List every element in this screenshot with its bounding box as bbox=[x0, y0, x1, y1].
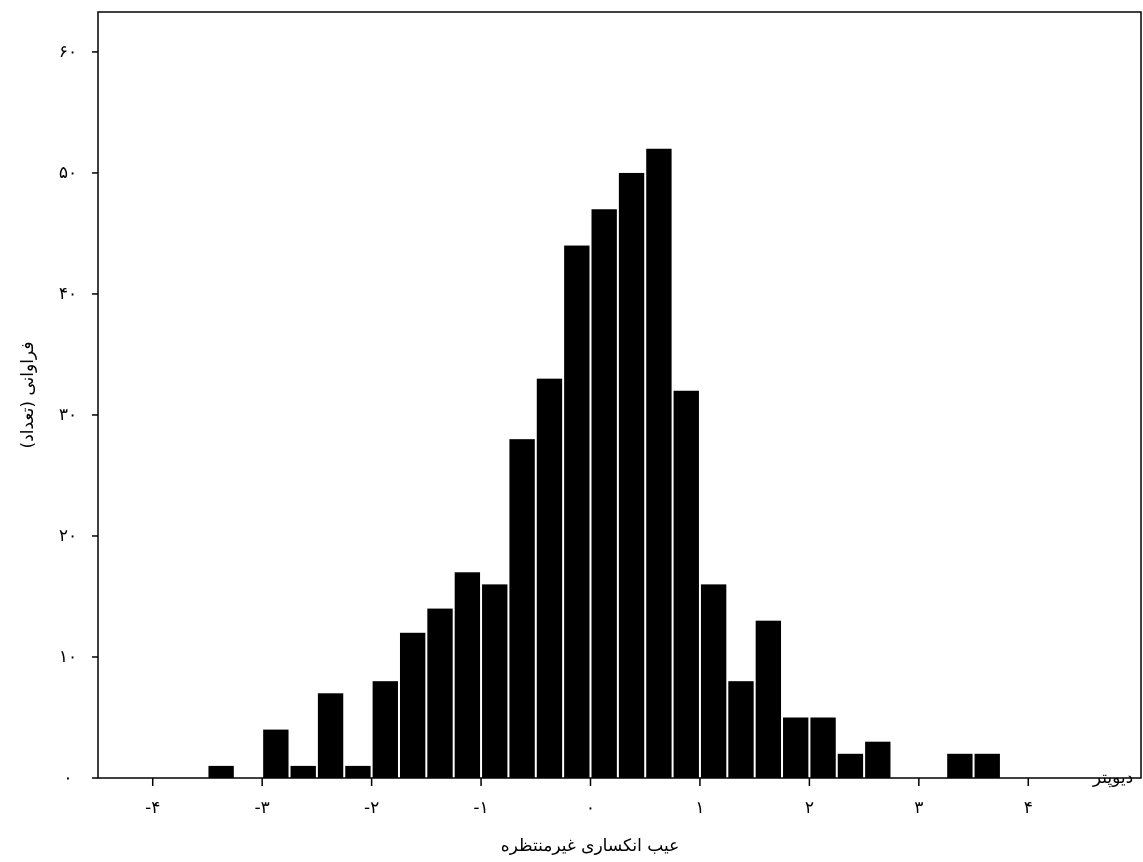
bar bbox=[263, 729, 289, 778]
bar bbox=[509, 439, 535, 778]
x-axis-label: عیب انکساری غیرمنتظره bbox=[501, 836, 679, 856]
bar bbox=[865, 741, 891, 778]
y-tick-label: ۳۰ bbox=[59, 405, 77, 425]
bar bbox=[208, 765, 234, 778]
bar bbox=[399, 632, 426, 778]
y-axis-label: فراوانی (تعداد) bbox=[18, 342, 38, 449]
bar bbox=[947, 753, 973, 778]
bar bbox=[372, 681, 398, 778]
bar bbox=[345, 765, 371, 778]
bar bbox=[700, 584, 727, 778]
x-tick-label: -۲ bbox=[364, 798, 379, 818]
x-tick-label: -۳ bbox=[255, 798, 270, 818]
bar bbox=[783, 717, 809, 778]
bar bbox=[755, 620, 782, 778]
bar bbox=[591, 209, 617, 778]
bar bbox=[974, 753, 1000, 778]
x-tick-label: -۱ bbox=[473, 798, 488, 818]
unit-annotation: دیوپتر bbox=[1092, 768, 1133, 788]
bar bbox=[837, 753, 864, 778]
bar bbox=[454, 572, 481, 778]
bar bbox=[564, 245, 590, 779]
bar bbox=[646, 148, 672, 778]
bar bbox=[482, 584, 508, 778]
x-tick-label: ۴ bbox=[1024, 798, 1033, 818]
x-tick-label: ۱ bbox=[695, 798, 704, 818]
y-tick-label: ۲۰ bbox=[59, 526, 77, 546]
x-tick-label: ۰ bbox=[586, 798, 595, 818]
y-tick-label: ۶۰ bbox=[59, 42, 77, 62]
bar bbox=[317, 693, 344, 778]
bar bbox=[427, 608, 453, 778]
bar bbox=[673, 390, 699, 778]
x-tick-label: ۳ bbox=[914, 798, 923, 818]
y-tick-label: ۴۰ bbox=[59, 284, 77, 304]
y-tick-label: ۰ bbox=[63, 768, 72, 788]
bar bbox=[810, 717, 836, 778]
y-tick-label: ۵۰ bbox=[59, 163, 77, 183]
y-tick-label: ۱۰ bbox=[59, 647, 77, 667]
x-tick-label: ۲ bbox=[805, 798, 814, 818]
bar bbox=[618, 172, 645, 778]
bar bbox=[290, 765, 316, 778]
bar bbox=[536, 378, 563, 778]
x-tick-label: -۴ bbox=[145, 798, 160, 818]
bar bbox=[728, 681, 754, 778]
